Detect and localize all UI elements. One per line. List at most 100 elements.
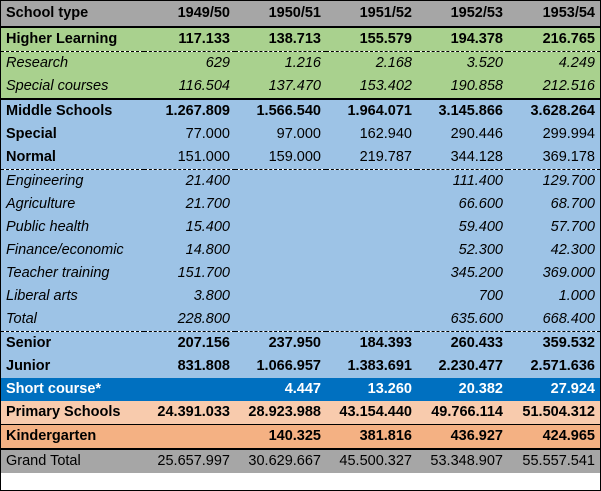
row-grand-total: Grand Total 25.657.997 30.629.667 45.500… [1,448,600,473]
row-engineering: Engineering 21.400 111.400 129.700 [1,169,600,193]
header-school-type: School type [1,1,144,28]
cell-value: 424.965 [508,424,600,449]
cell-value [144,424,235,449]
row-label: Short course* [6,381,102,397]
row-label: Kindergarten [1,424,144,449]
row-junior: Junior 831.808 1.066.957 1.383.691 2.230… [1,355,600,378]
cell-value: 66.600 [458,196,503,212]
cell-value: 228.800 [177,311,230,327]
cell-value: 219.787 [359,149,412,165]
row-label: Finance/economic [6,242,124,258]
cell-value: 3.800 [193,288,230,304]
cell-value: 1.964.071 [326,98,417,123]
row-middle-schools: Middle Schools 1.267.809 1.566.540 1.964… [1,98,600,123]
cell-value: 2.571.636 [530,358,595,374]
cell-value: 140.325 [235,424,326,449]
row-label: Public health [6,219,90,235]
row-label: Normal [6,149,56,165]
row-label: Junior [6,358,51,374]
row-primary-schools: Primary Schools 24.391.033 28.923.988 43… [1,401,600,425]
cell-value: 21.700 [185,196,230,212]
row-label: Grand Total [1,448,144,473]
row-label: Senior [1,331,144,355]
cell-value: 184.393 [326,331,417,355]
cell-value: 237.950 [235,331,326,355]
cell-value: 55.557.541 [508,448,600,473]
cell-value [326,216,417,239]
cell-value: 635.600 [450,311,503,327]
cell-value: 137.470 [268,78,321,94]
cell-value [326,285,417,308]
header-year: 1950/51 [235,1,326,28]
cell-value: 20.382 [458,381,503,397]
row-teacher-training: Teacher training 151.700 345.200 369.000 [1,262,600,285]
cell-value [326,239,417,262]
cell-value: 381.816 [326,424,417,449]
cell-value: 42.300 [550,242,595,258]
cell-value: 117.133 [178,31,230,47]
cell-value: 97.000 [276,126,321,142]
row-special: Special 77.000 97.000 162.940 290.446 29… [1,123,600,146]
cell-value: 43.154.440 [339,404,412,420]
cell-value: 369.178 [542,149,595,165]
cell-value: 359.532 [508,331,600,355]
header-year: 1953/54 [508,1,600,28]
cell-value: 260.433 [417,331,508,355]
cell-value: 138.713 [268,31,321,47]
cell-value: 57.700 [550,219,595,235]
cell-value: 27.924 [550,381,595,397]
cell-value: 51.504.312 [522,404,595,420]
cell-value [235,262,326,285]
cell-value: 1.267.809 [144,98,235,123]
cell-value [235,285,326,308]
cell-value: 59.400 [458,219,503,235]
cell-value [235,308,326,332]
cell-value: 3.145.866 [417,98,508,123]
row-label: Special courses [6,78,109,94]
cell-value: 68.700 [550,196,595,212]
cell-value: 369.000 [542,265,595,281]
cell-value: 3.520 [417,51,508,75]
cell-value: 4.447 [284,381,321,397]
cell-value: 629 [144,51,235,75]
cell-value: 155.579 [359,31,412,47]
cell-value: 668.400 [542,311,595,327]
row-label: Primary Schools [6,404,121,420]
cell-value: 77.000 [185,126,230,142]
cell-value [326,262,417,285]
cell-value: 700 [478,288,503,304]
cell-value [235,216,326,239]
cell-value: 299.994 [542,126,595,142]
cell-value: 52.300 [458,242,503,258]
row-liberal-arts: Liberal arts 3.800 700 1.000 [1,285,600,308]
cell-value: 28.923.988 [248,404,321,420]
row-special-courses: Special courses 116.504 137.470 153.402 … [1,75,600,99]
row-label: Teacher training [6,265,110,281]
cell-value: 1.383.691 [347,358,412,374]
cell-value [326,193,417,216]
cell-value: 14.800 [185,242,230,258]
cell-value: 4.249 [508,51,600,75]
row-research: Research 629 1.216 2.168 3.520 4.249 [1,51,600,75]
cell-value [235,169,326,193]
cell-value: 111.400 [417,169,508,193]
row-total: Total 228.800 635.600 668.400 [1,308,600,332]
row-finance-economic: Finance/economic 14.800 52.300 42.300 [1,239,600,262]
row-public-health: Public health 15.400 59.400 57.700 [1,216,600,239]
cell-value: 25.657.997 [144,448,235,473]
cell-value: 2.168 [326,51,417,75]
cell-value [326,308,417,332]
cell-value: 2.230.477 [438,358,503,374]
cell-value: 3.628.264 [508,98,600,123]
cell-value: 159.000 [268,149,321,165]
cell-value: 216.765 [542,31,595,47]
cell-value: 290.446 [450,126,503,142]
cell-value: 831.808 [177,358,230,374]
row-normal: Normal 151.000 159.000 219.787 344.128 3… [1,146,600,170]
row-label: Engineering [1,169,144,193]
row-senior: Senior 207.156 237.950 184.393 260.433 3… [1,331,600,355]
row-label: Special [6,126,57,142]
row-label: Middle Schools [1,98,144,123]
cell-value: 153.402 [359,78,412,94]
